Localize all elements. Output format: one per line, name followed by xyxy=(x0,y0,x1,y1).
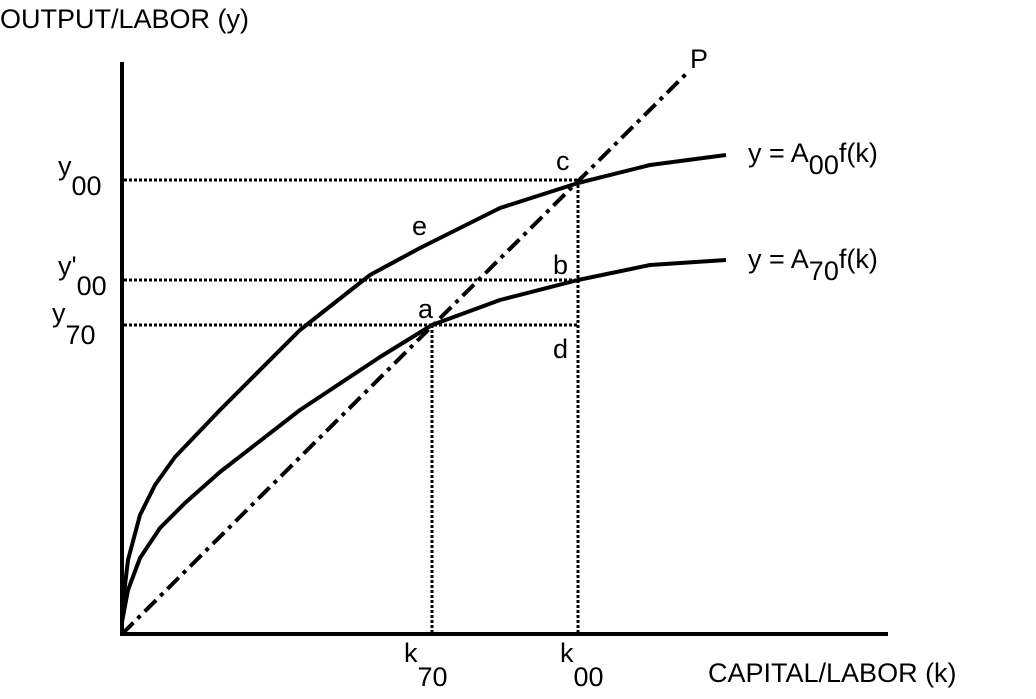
k-level-label: k70 xyxy=(404,638,448,692)
point-label: e xyxy=(412,211,427,241)
subscript: 00 xyxy=(809,150,839,180)
prefix: y = A xyxy=(748,244,809,274)
y-level-label: y70 xyxy=(52,298,96,350)
point-label: b xyxy=(553,250,568,280)
y-level-label: y'00 xyxy=(58,251,107,301)
base: k xyxy=(404,638,418,668)
subscript: 70 xyxy=(809,256,839,286)
ray-line xyxy=(120,70,690,636)
base: y xyxy=(58,151,72,181)
subscript: 00 xyxy=(77,271,107,301)
suffix: f(k) xyxy=(839,138,878,168)
subscript: 70 xyxy=(418,662,448,692)
point-label: d xyxy=(553,334,568,364)
prefix: y = A xyxy=(748,138,809,168)
k-level-label: k00 xyxy=(560,638,604,692)
subscript: 00 xyxy=(574,662,604,692)
y-level-label: y00 xyxy=(58,151,102,201)
curve-label: y = A00f(k) xyxy=(748,138,878,180)
base: y xyxy=(52,298,66,328)
subscript: 00 xyxy=(72,171,102,201)
x-axis-label: CAPITAL/LABOR (k) xyxy=(708,658,957,688)
subscript: 70 xyxy=(66,320,96,350)
base: y' xyxy=(58,251,77,281)
suffix: f(k) xyxy=(839,244,878,274)
base: k xyxy=(560,638,574,668)
upper-curve xyxy=(120,153,727,611)
ray-label: P xyxy=(690,44,708,74)
curve-label: y = A70f(k) xyxy=(748,244,878,286)
point-label: c xyxy=(556,146,570,176)
y-axis-label: OUTPUT/LABOR (y) xyxy=(0,4,249,34)
lower-curve xyxy=(120,258,727,623)
point-label: a xyxy=(418,294,434,324)
